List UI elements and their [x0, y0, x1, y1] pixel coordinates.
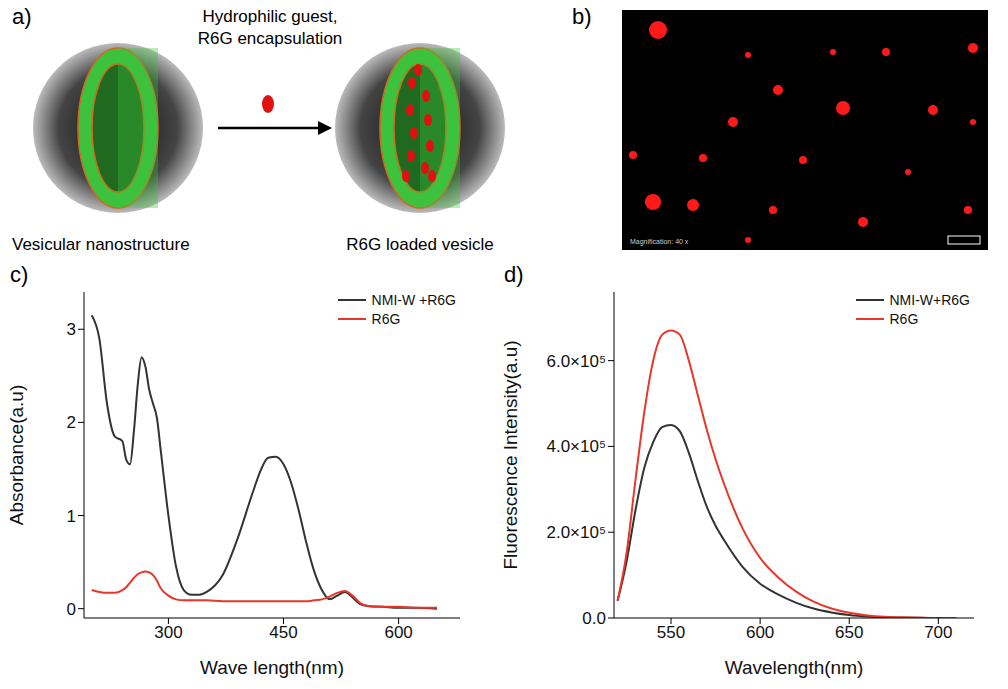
svg-text:2.0×10⁵: 2.0×10⁵: [546, 523, 606, 542]
html-text:d): d): [504, 262, 524, 287]
svg-text:Vesicular nanostructure: Vesicular nanostructure: [12, 235, 190, 254]
svg-text:300: 300: [154, 623, 182, 642]
html-text:R6G: R6G: [371, 311, 401, 327]
svg-text:0.0: 0.0: [582, 609, 606, 628]
svg-text:b): b): [572, 4, 592, 29]
svg-text:550: 550: [657, 623, 685, 642]
svg-text:600: 600: [384, 623, 412, 642]
svg-text:600: 600: [746, 623, 774, 642]
html-text:R6G: R6G: [889, 311, 919, 327]
svg-text:Wave length(nm): Wave length(nm): [200, 657, 344, 678]
svg-text:R6G loaded vesicle: R6G loaded vesicle: [346, 235, 493, 254]
svg-text:0: 0: [67, 600, 76, 619]
svg-text:1: 1: [67, 507, 76, 526]
html-text:c): c): [10, 262, 29, 287]
svg-text:3: 3: [67, 320, 76, 339]
svg-text:Magnification: 40 x: Magnification: 40 x: [630, 238, 689, 246]
svg-text:a): a): [12, 4, 32, 29]
svg-text:650: 650: [835, 623, 863, 642]
svg-text:Wavelength(nm): Wavelength(nm): [725, 657, 864, 678]
svg-text:R6G encapsulation: R6G encapsulation: [198, 29, 343, 48]
svg-text:4.0×10⁵: 4.0×10⁵: [546, 437, 606, 456]
html-text:NMI-W +R6G: NMI-W +R6G: [371, 292, 456, 308]
svg-text:6.0×10⁵: 6.0×10⁵: [546, 352, 606, 371]
svg-text:700: 700: [924, 623, 952, 642]
svg-text:Absorbance(a.u): Absorbance(a.u): [6, 385, 27, 525]
svg-text:Fluorescence Intensity(a.u): Fluorescence Intensity(a.u): [500, 340, 521, 569]
html-text:NMI-W+R6G: NMI-W+R6G: [889, 292, 970, 308]
svg-text:2: 2: [67, 413, 76, 432]
svg-text:Hydrophilic guest,: Hydrophilic guest,: [202, 7, 337, 26]
svg-text:450: 450: [269, 623, 297, 642]
